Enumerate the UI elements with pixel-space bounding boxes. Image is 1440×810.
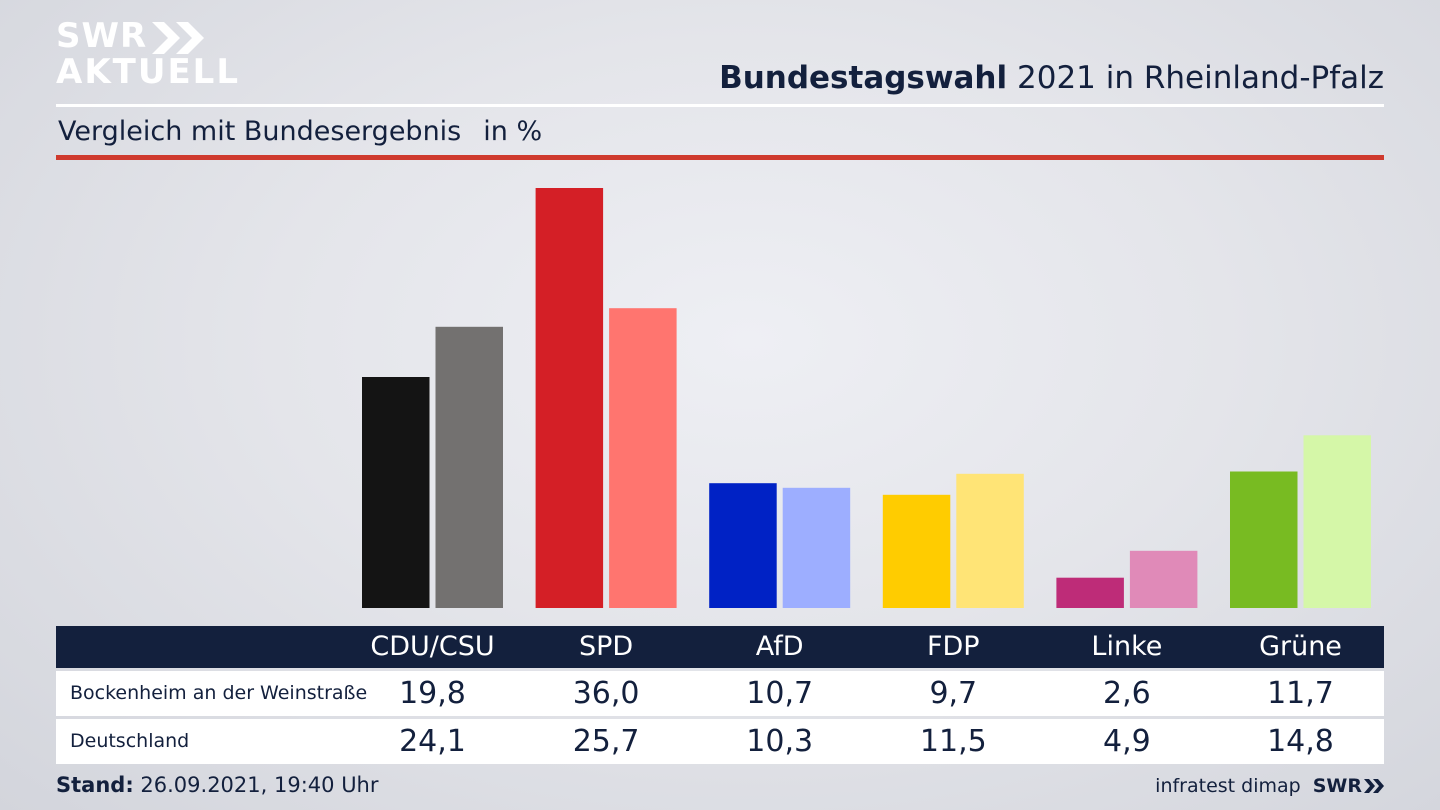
timestamp: Stand: 26.09.2021, 19:40 Uhr: [56, 770, 379, 800]
footer-credits: infratest dimap SWR: [1155, 772, 1384, 800]
bar-afd-national: [782, 487, 851, 608]
bar-gruene-national: [1303, 435, 1371, 608]
header-cell-gruene: Grüne: [1259, 631, 1342, 662]
subtitle-divider: [56, 155, 1384, 160]
subtitle-text: Vergleich mit Bundesergebnis: [58, 116, 462, 147]
swr-footer-text: SWR: [1312, 775, 1362, 797]
bar-afd-local: [709, 483, 777, 608]
logo-line-swr: SWR: [56, 16, 148, 56]
bar-spd-local: [535, 188, 604, 608]
bar-cducsu-local: [362, 377, 430, 608]
value-national-fdp: 11,5: [919, 724, 987, 759]
value-national-spd: 25,7: [572, 724, 640, 759]
table-row-national: Deutschland 24,1 25,7 10,3 11,5 4,9 14,8: [56, 719, 1384, 764]
value-national-linke: 4,9: [1103, 724, 1151, 759]
value-national-afd: 10,3: [746, 724, 814, 759]
bar-cducsu-national: [435, 326, 503, 608]
header-cell-afd: AfD: [755, 631, 804, 662]
swr-aktuell-logo: SWR AKTUELL: [56, 16, 238, 92]
logo-chevron-icon: [152, 22, 204, 54]
logo-line-aktuell: AKTUELL: [56, 52, 241, 92]
chart-title: Bundestagswahl 2021 in Rheinland-Pfalz: [719, 58, 1384, 98]
results-table: CDU/CSU SPD AfD FDP Linke Grüne Bockenhe…: [56, 626, 1384, 764]
swr-chevron-icon: [1364, 779, 1384, 793]
bar-gruene-local: [1230, 471, 1298, 608]
value-local-afd: 10,7: [746, 676, 814, 711]
source-label: infratest dimap: [1155, 775, 1301, 797]
bar-spd-national: [609, 308, 677, 608]
stand-value: 26.09.2021, 19:40 Uhr: [140, 773, 379, 797]
table-row-local: Bockenheim an der Weinstraße 19,8 36,0 1…: [56, 671, 1384, 716]
title-divider: [56, 104, 1384, 107]
chart-title-rest: 2021 in Rheinland-Pfalz: [1017, 60, 1384, 96]
row-label-national: Deutschland: [70, 730, 190, 752]
header-cell-spd: SPD: [578, 631, 634, 662]
header-cell-fdp: FDP: [926, 631, 980, 662]
row-label-local: Bockenheim an der Weinstraße: [70, 682, 368, 704]
bar-chart: [362, 188, 1371, 608]
header-cell-cducsu: CDU/CSU: [370, 631, 495, 662]
value-local-spd: 36,0: [572, 676, 640, 711]
value-national-gruene: 14,8: [1267, 724, 1334, 759]
bar-fdp-national: [956, 473, 1024, 608]
value-national-cducsu: 24,1: [399, 724, 466, 759]
stand-label: Stand:: [56, 773, 134, 797]
value-local-cducsu: 19,8: [399, 676, 466, 711]
bar-linke-national: [1129, 550, 1198, 608]
table-header: CDU/CSU SPD AfD FDP Linke Grüne: [56, 626, 1384, 668]
header-cell-linke: Linke: [1091, 631, 1163, 662]
chart-title-bold: Bundestagswahl: [719, 60, 1008, 96]
chart-subtitle: Vergleich mit Bundesergebnis in %: [58, 114, 542, 150]
value-local-linke: 2,6: [1103, 676, 1151, 711]
bar-linke-local: [1056, 577, 1124, 608]
bar-fdp-local: [882, 494, 951, 608]
value-local-fdp: 9,7: [929, 676, 978, 711]
swr-footer-logo: SWR: [1313, 775, 1384, 797]
value-local-gruene: 11,7: [1267, 676, 1334, 711]
unit-label: in %: [483, 116, 543, 147]
